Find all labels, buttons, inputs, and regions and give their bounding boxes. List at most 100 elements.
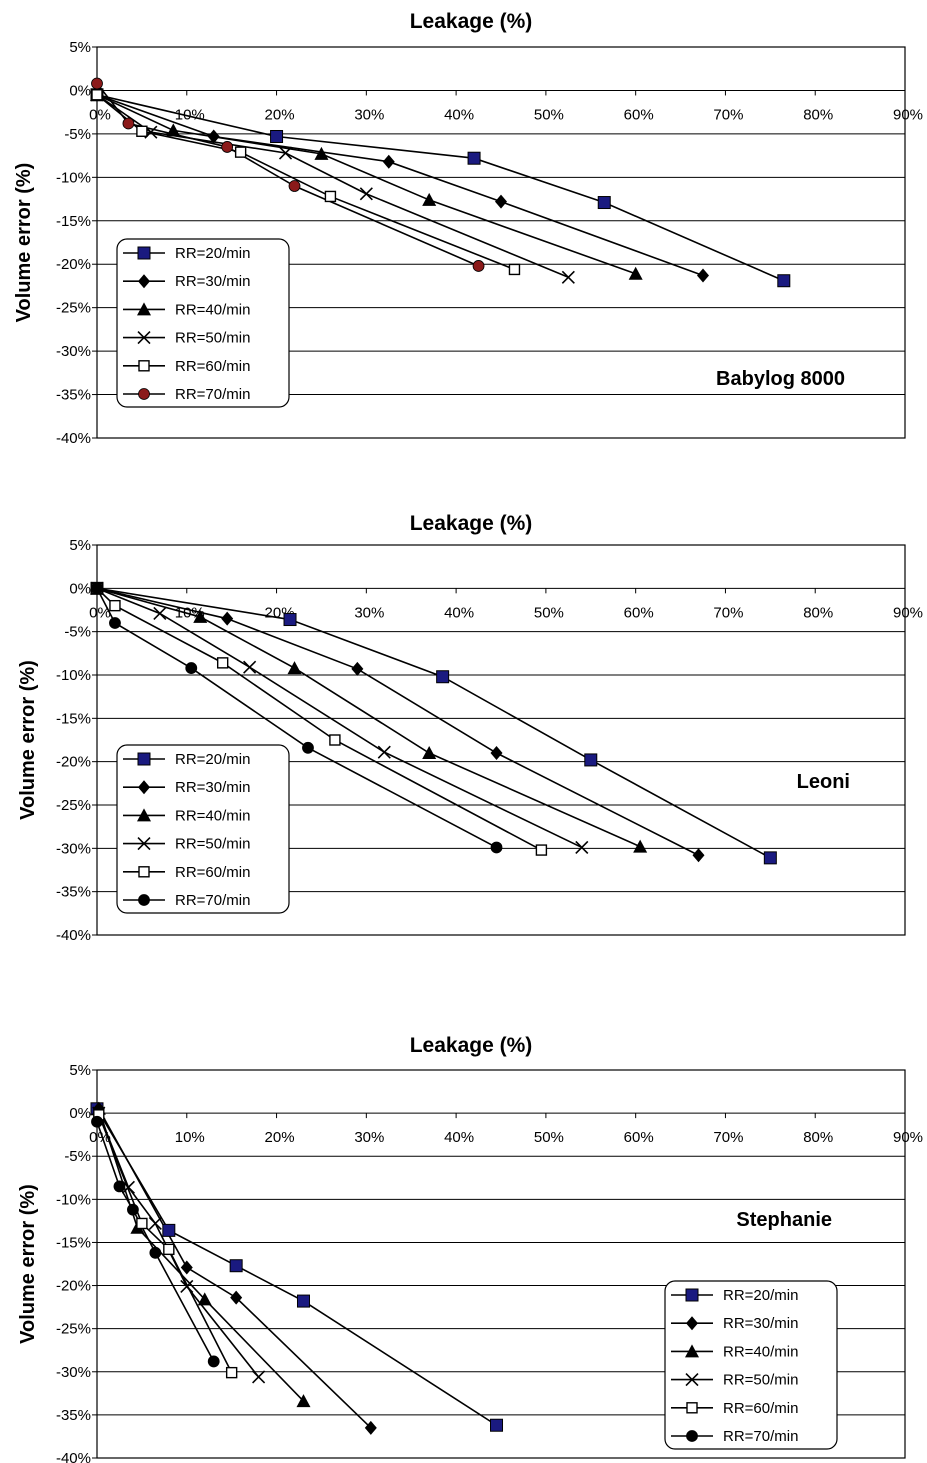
legend: RR=20/min RR=30/min RR=40/min RR=50/min RR=6… <box>116 744 290 914</box>
x-tick-label: 10% <box>175 106 205 123</box>
y-tick-label: -25% <box>56 797 91 814</box>
y-axis-label: Volume error (%) <box>13 163 35 323</box>
legend-label: RR=70/min <box>175 892 250 909</box>
legend-item: RR=20/min <box>123 751 250 768</box>
data-point-series-1 <box>436 670 450 684</box>
x-tick-label: 30% <box>354 1129 384 1146</box>
data-point-series-4 <box>153 606 167 621</box>
data-point-series-2 <box>180 1260 193 1275</box>
x-tick-label: 80% <box>803 106 833 123</box>
legend-marker <box>685 1288 699 1302</box>
data-point-series-1 <box>597 196 611 210</box>
legend-marker <box>137 837 151 851</box>
legend: RR=20/min RR=30/min RR=40/min RR=50/min RR=6… <box>116 238 290 408</box>
data-point-series-1 <box>777 274 791 288</box>
y-tick-label: -35% <box>56 884 91 901</box>
legend-marker <box>138 866 150 878</box>
data-point-series-5 <box>216 657 229 669</box>
data-point-series-5 <box>508 263 521 276</box>
data-point-series-4 <box>377 745 391 759</box>
x-tick-label: 10% <box>175 1129 205 1146</box>
y-tick-label: 0% <box>69 1105 91 1122</box>
data-point-series-4 <box>243 660 257 674</box>
data-point-series-3 <box>422 746 437 759</box>
data-point-series-6 <box>122 117 135 130</box>
legend-label: RR=50/min <box>175 836 250 853</box>
data-point-series-2 <box>692 848 705 863</box>
y-tick-label: -10% <box>56 667 91 684</box>
chart-svg-babylog: Leakage (%) Volume error (%) 5% 0% -5% -10% -1… <box>13 10 923 447</box>
y-tick-label: -15% <box>56 213 91 230</box>
data-point-series-1 <box>296 1294 310 1308</box>
data-point-series-2 <box>382 154 395 169</box>
data-point-series-1 <box>584 753 598 767</box>
data-point-series-5 <box>225 1366 238 1379</box>
data-point-series-6 <box>472 260 485 272</box>
series-line-3 <box>98 1108 305 1402</box>
legend-item: RR=60/min <box>123 864 250 881</box>
data-point-series-6 <box>490 841 503 854</box>
data-point-series-6 <box>127 1203 139 1216</box>
data-point-series-4 <box>575 840 589 855</box>
legend-label: RR=20/min <box>723 1287 798 1304</box>
data-point-series-3 <box>314 146 329 160</box>
data-point-series-3 <box>628 266 643 280</box>
legend-label: RR=40/min <box>723 1343 798 1360</box>
data-point-series-5 <box>136 125 148 137</box>
x-tick-label: 30% <box>354 604 384 621</box>
legend-item: RR=50/min <box>123 330 250 347</box>
y-tick-label: 5% <box>69 39 91 56</box>
legend-label: RR=50/min <box>723 1372 798 1389</box>
legend-label: RR=40/min <box>175 807 250 824</box>
data-point-series-4 <box>561 270 575 284</box>
series-line-5 <box>98 1114 233 1374</box>
legend-label: RR=20/min <box>175 751 250 768</box>
legend-item: RR=50/min <box>671 1372 798 1389</box>
data-point-series-4 <box>252 1370 266 1384</box>
legend-box <box>116 238 290 408</box>
data-point-series-3 <box>197 1292 212 1306</box>
legend-label: RR=30/min <box>723 1315 798 1332</box>
data-point-series-3 <box>422 192 437 206</box>
y-tick-label: -15% <box>56 1234 91 1251</box>
data-point-series-5 <box>109 599 121 612</box>
x-tick-label: 60% <box>624 604 654 621</box>
legend-marker <box>138 388 150 400</box>
data-point-series-4 <box>180 1279 194 1293</box>
data-point-series-1 <box>162 1223 176 1237</box>
data-point-series-5 <box>91 89 103 101</box>
y-tick-label: -30% <box>56 1364 91 1381</box>
y-tick-label: -25% <box>56 1321 91 1338</box>
data-point-series-4 <box>359 187 373 201</box>
data-point-series-3 <box>287 661 302 675</box>
legend-label: RR=40/min <box>175 301 250 318</box>
x-tick-label: 50% <box>534 106 564 123</box>
data-point-series-6 <box>113 1180 126 1193</box>
y-tick-label: -20% <box>56 256 91 273</box>
legend-marker <box>686 1402 698 1414</box>
chart-stephanie: Leakage (%) Volume error (%) 5% 0% -5% -10% -1… <box>0 1020 927 1463</box>
data-point-series-6 <box>109 617 121 629</box>
x-tick-label: 60% <box>624 1129 654 1146</box>
data-point-series-1 <box>229 1259 243 1273</box>
y-tick-label: -40% <box>56 927 91 944</box>
legend-item: RR=60/min <box>123 358 250 375</box>
legend-item: RR=40/min <box>123 301 250 318</box>
data-point-series-2 <box>495 194 507 209</box>
legend-item: RR=40/min <box>671 1343 798 1360</box>
data-point-series-1 <box>283 613 297 627</box>
chart-leoni: Leakage (%) Volume error (%) 5% 0% -5% -10% -1… <box>0 500 927 960</box>
x-tick-label: 40% <box>444 1129 474 1146</box>
data-point-series-4 <box>148 1216 162 1231</box>
data-point-series-6 <box>288 180 301 192</box>
legend-item: RR=20/min <box>671 1287 798 1304</box>
legend-marker <box>138 780 150 795</box>
data-point-series-2 <box>364 1420 377 1435</box>
data-point-series-1 <box>763 851 777 865</box>
x-tick-label: 50% <box>534 1129 564 1146</box>
y-axis-label: Volume error (%) <box>17 1184 39 1344</box>
legend-marker <box>685 1344 699 1358</box>
x-tick-label: 50% <box>534 604 564 621</box>
device-label: Babylog 8000 <box>716 368 845 390</box>
legend-label: RR=50/min <box>175 330 250 347</box>
